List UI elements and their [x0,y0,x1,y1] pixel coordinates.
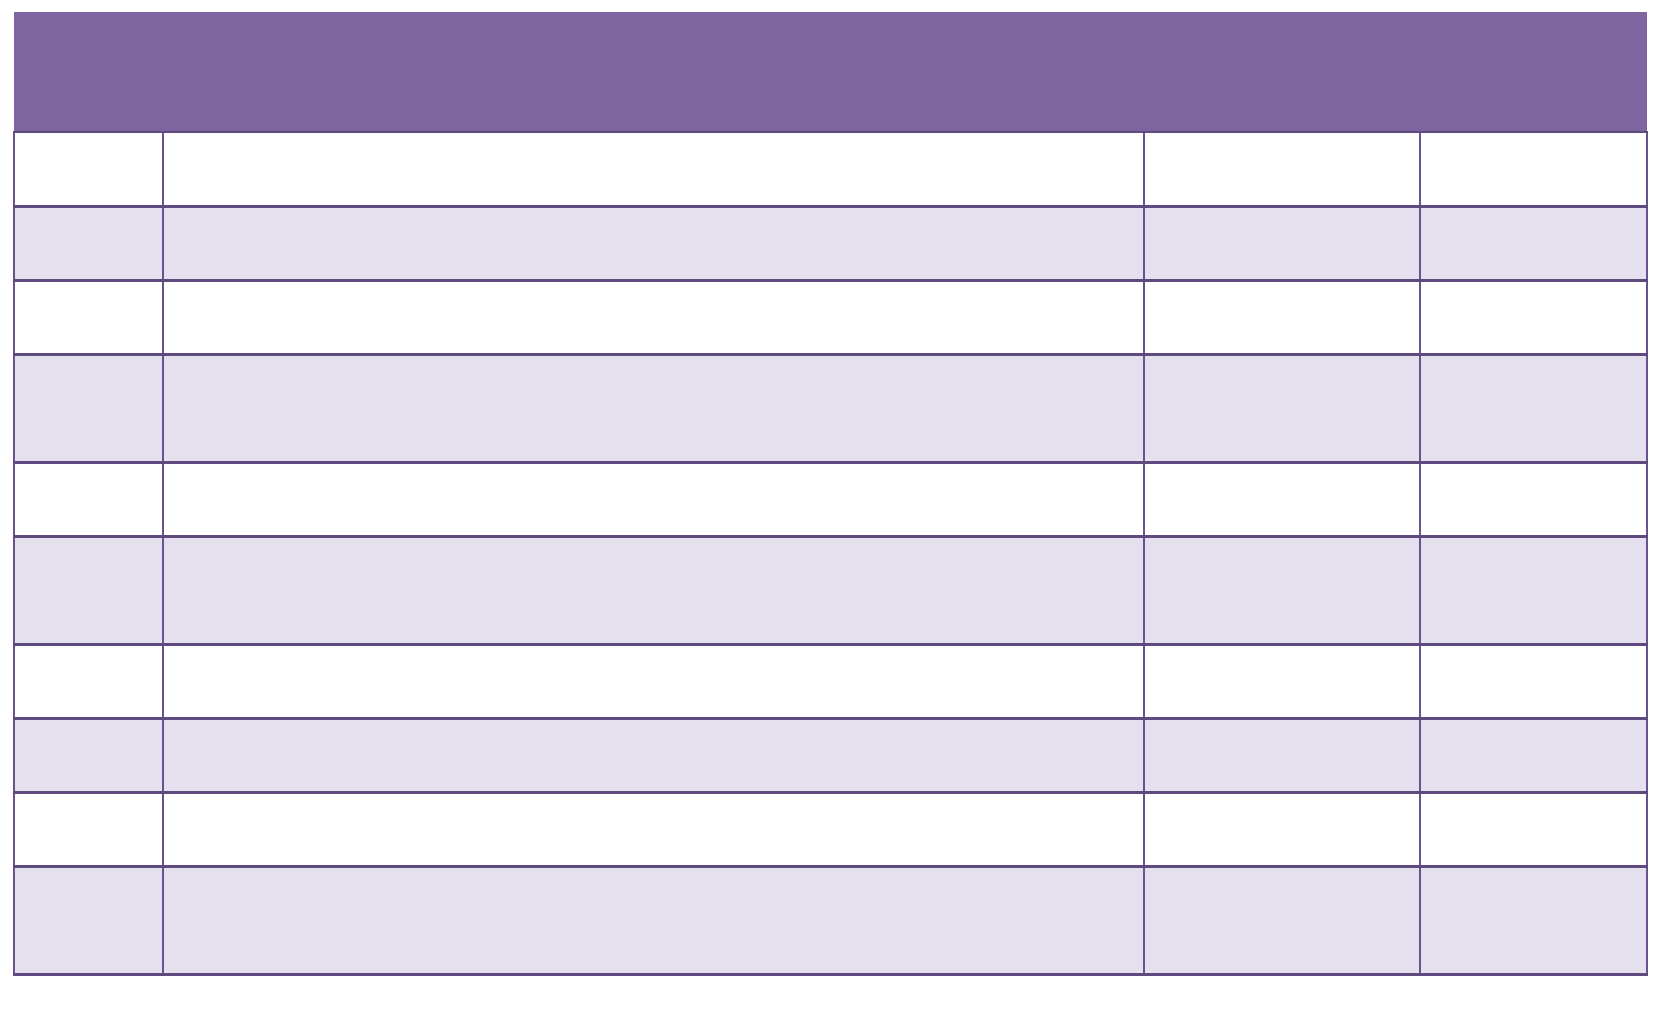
table-cell [162,535,1145,645]
table-cell [13,717,164,793]
table-cell [1143,717,1421,793]
table-cell [1419,717,1648,793]
table-cell [162,205,1145,281]
table-cell [1419,279,1648,355]
table-row [13,643,1648,719]
table-cell [13,353,164,463]
table-cell [1143,279,1421,355]
table-cell [13,461,164,537]
table-cell [1143,865,1421,975]
table-cell [1143,131,1421,207]
table-cell [162,461,1145,537]
table-row [13,205,1648,281]
table-cell [13,535,164,645]
table-cell [1143,205,1421,281]
table-cell [1419,791,1648,867]
table-row [13,131,1648,207]
table-cell [162,131,1145,207]
table-cell [162,717,1145,793]
table-cell [162,791,1145,867]
table-cell [1419,865,1648,975]
table-row [13,791,1648,867]
table-cell [162,865,1145,975]
table-cell [162,353,1145,463]
table-row [13,535,1648,645]
table-header [14,12,1647,133]
table-cell [1419,353,1648,463]
table-cell [13,643,164,719]
table-header-row [14,12,1647,133]
table-cell [13,791,164,867]
table-row [13,279,1648,355]
table-cell [1143,791,1421,867]
table-cell [162,279,1145,355]
table-row [13,865,1648,975]
table-cell [13,131,164,207]
table-cell [1143,353,1421,463]
table-cell [13,279,164,355]
table-cell [1143,535,1421,645]
table-cell [13,205,164,281]
table-cell [1419,131,1648,207]
table-cell [162,643,1145,719]
table-row [13,353,1648,463]
table-cell [1419,643,1648,719]
table-row [13,717,1648,793]
table-cell [1143,461,1421,537]
table-row [13,461,1648,537]
table-cell [1419,461,1648,537]
data-table [13,12,1648,976]
table-cell [1419,205,1648,281]
table-cell [13,865,164,975]
table-cell [1419,535,1648,645]
table-cell [1143,643,1421,719]
